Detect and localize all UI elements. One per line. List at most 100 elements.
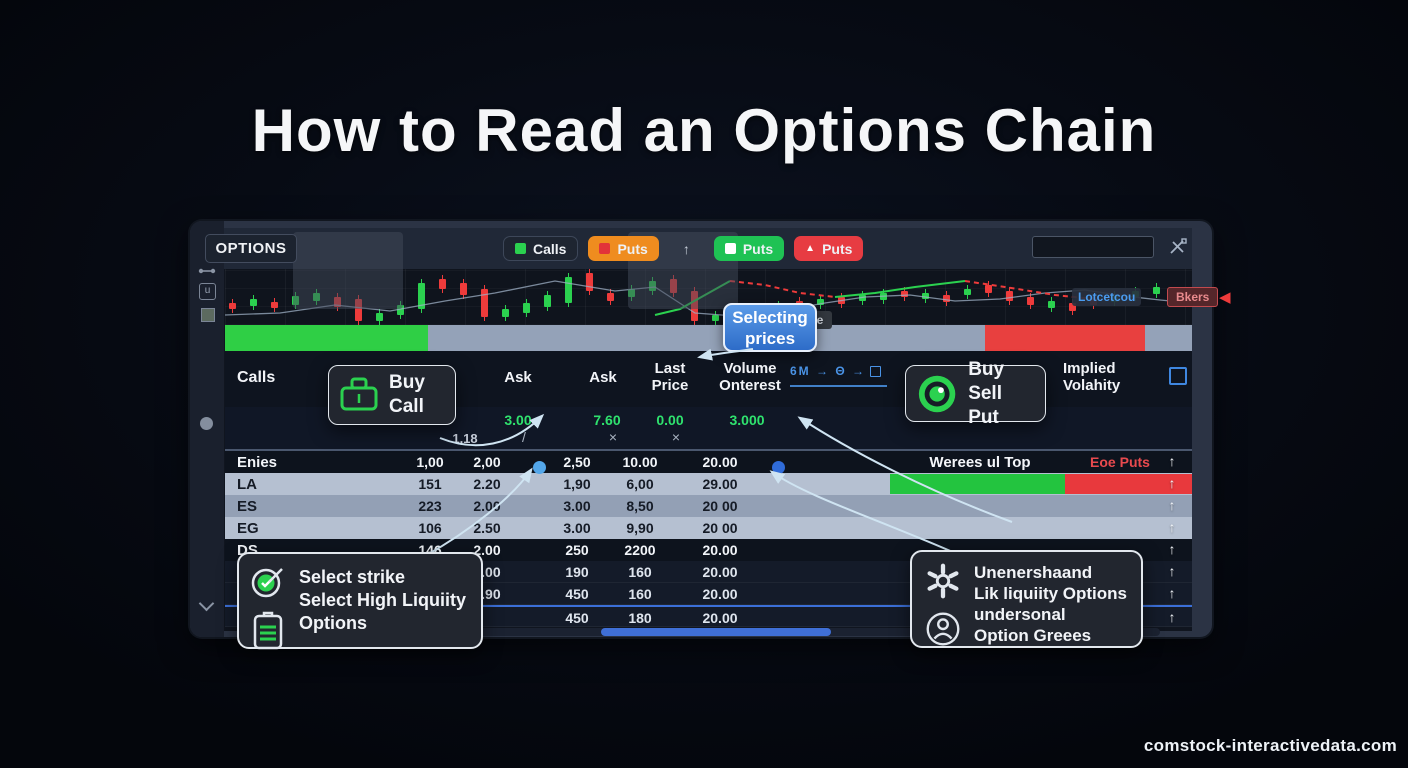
target-icon <box>918 375 956 412</box>
candle <box>943 295 950 302</box>
up-arrow-icon: ↑ <box>1168 609 1176 625</box>
candle <box>460 283 467 295</box>
cell-value: 20.00 <box>702 454 738 470</box>
candle <box>922 293 929 299</box>
candle <box>1153 287 1160 294</box>
page-title: How to Read an Options Chain <box>251 97 1157 164</box>
candle <box>439 279 446 289</box>
mark-icon: × <box>671 429 681 445</box>
cell-value: 160 <box>628 586 652 602</box>
candle <box>481 289 488 317</box>
range-segment <box>225 325 428 351</box>
puts-green-button[interactable]: Puts <box>713 236 785 261</box>
candle <box>544 295 551 307</box>
swatch-icon <box>515 243 526 254</box>
column-header[interactable]: Ask <box>589 369 617 386</box>
side-toolbar: u <box>190 221 224 637</box>
candle <box>355 299 362 321</box>
swatch-icon <box>724 243 736 254</box>
cell-value: 3.00 <box>563 498 591 514</box>
chevron-down-icon[interactable] <box>198 595 215 612</box>
tools-icon[interactable] <box>1168 237 1188 257</box>
up-arrow-icon: ↑ <box>1168 453 1176 469</box>
quote-value: 0.00 <box>656 412 684 428</box>
candle <box>376 313 383 321</box>
table-row[interactable]: ES 223 2.00 3.00 8,50 20 00 ↑ <box>225 495 1192 517</box>
table-row[interactable]: EG 106 2.50 3.00 9,90 20 00 ↑ <box>225 517 1192 539</box>
puts-orange-button[interactable]: Puts <box>588 236 659 261</box>
cell-value: 2,00 <box>473 454 501 470</box>
candle <box>397 305 404 315</box>
mark-icon: / <box>522 429 526 445</box>
chart-overlay-panel <box>293 232 403 309</box>
cell-value: 20.00 <box>702 610 738 626</box>
strike-range-bar[interactable] <box>225 325 1192 351</box>
calls-volume-bar <box>890 474 1065 494</box>
gear-icon <box>927 563 959 599</box>
cell-value: 29.00 <box>702 476 738 492</box>
candle <box>901 291 908 297</box>
timeframe-icons[interactable]: 6M → Θ → <box>790 364 882 378</box>
cell-value: 223 <box>418 498 442 514</box>
candle <box>271 302 278 308</box>
glyph-underline <box>790 385 887 387</box>
column-header[interactable]: Ask <box>504 369 532 386</box>
quote-value: 3.000 <box>729 412 765 428</box>
selecting-prices-callout: Selecting prices <box>723 303 817 352</box>
clipboard-icon <box>253 611 283 650</box>
column-header[interactable]: Volume Onterest <box>719 360 781 394</box>
chart-badge: Bkers <box>1167 287 1219 307</box>
row-name: Enies <box>237 454 278 471</box>
table-row[interactable]: Enies 1,00 2,00 2,50 10.00 20.00 Werees ul Top… <box>225 451 1192 473</box>
candle <box>1069 303 1076 311</box>
select-strike-callout: Select strike Select High Liquiity Options <box>237 552 483 650</box>
cell-value: 190 <box>565 564 589 580</box>
tool-box-icon[interactable]: u <box>199 283 216 300</box>
cell-value: 160 <box>628 564 652 580</box>
buy-call-callout: Buy Call <box>328 365 456 425</box>
badge-triangle-icon: ◀ <box>1219 289 1231 306</box>
horizontal-scrollbar[interactable] <box>255 628 1160 636</box>
right-section-label: Werees ul Top <box>929 454 1031 471</box>
search-input[interactable] <box>1032 236 1154 258</box>
button-label: Puts <box>742 240 774 257</box>
cell-value: 2.50 <box>473 520 501 536</box>
chart-tag-label: Lotcetcou <box>1072 288 1142 306</box>
quote-sub-value: 1,18 <box>452 431 478 446</box>
blue-dot-marker <box>772 461 785 474</box>
row-name: EG <box>237 520 259 537</box>
arrow-up-icon[interactable]: ↑ <box>682 240 690 257</box>
candle <box>607 293 614 301</box>
puts-red-button[interactable]: ▲ Puts <box>794 236 864 261</box>
buy-sell-put-callout: Buy Sell Put <box>905 359 1046 428</box>
mark-icon: × <box>608 429 618 445</box>
button-label: Calls <box>533 240 567 257</box>
table-row[interactable]: LA 151 2.20 1,90 6,00 29.00 ↑ <box>225 473 1192 495</box>
cell-value: 10.00 <box>622 454 658 470</box>
button-label: Puts <box>617 240 648 257</box>
quote-value: 7.60 <box>593 412 621 428</box>
calls-filter-button[interactable]: Calls <box>503 236 579 261</box>
cell-value: 250 <box>565 542 589 558</box>
up-arrow-icon: ↑ <box>1168 563 1176 579</box>
puts-volume-bar <box>1065 474 1192 494</box>
header-checkbox[interactable] <box>1169 367 1187 385</box>
cell-value: 450 <box>565 610 589 626</box>
candle <box>229 303 236 309</box>
candle <box>712 315 719 321</box>
cell-value: 180 <box>628 610 652 626</box>
range-segment <box>985 325 1145 351</box>
scrollbar-thumb[interactable] <box>601 628 831 636</box>
candle <box>817 299 824 305</box>
watermark: comstock-interactivedata.com <box>1143 736 1397 755</box>
column-header[interactable]: Last Price <box>651 360 689 394</box>
swatch-tool-icon[interactable] <box>201 308 215 322</box>
candle <box>418 283 425 309</box>
cell-value: 3.00 <box>563 520 591 536</box>
cell-value: 20.00 <box>702 542 738 558</box>
candle <box>985 285 992 293</box>
cell-value: 2.00 <box>473 498 501 514</box>
cell-value: 151 <box>418 476 442 492</box>
person-circle-icon <box>926 612 960 646</box>
cell-value: 9,90 <box>626 520 654 536</box>
